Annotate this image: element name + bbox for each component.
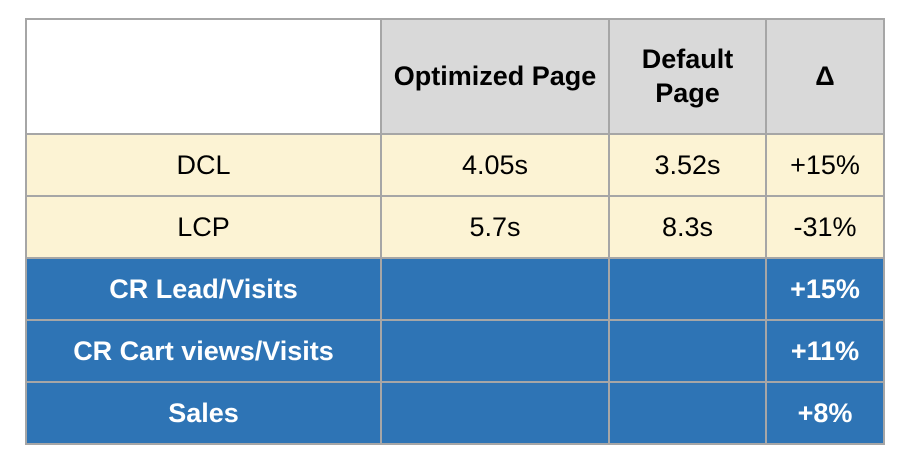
table-row-lcp: LCP 5.7s 8.3s -31% — [25, 195, 885, 259]
lcp-label-cell: LCP — [25, 195, 382, 259]
dcl-delta-value: +15% — [765, 133, 885, 197]
sales-optimized-value — [380, 381, 610, 445]
lcp-delta-value: -31% — [765, 195, 885, 259]
cr-cart-views-visits-label-cell: CR Cart views/Visits — [25, 319, 382, 383]
corner-cell — [25, 18, 382, 135]
col-header-optimized-page: Optimized Page — [380, 18, 610, 135]
dcl-default-value: 3.52s — [608, 133, 767, 197]
table-row-cr-cart-views-visits: CR Cart views/Visits +11% — [25, 319, 885, 383]
dcl-optimized-value: 4.05s — [380, 133, 610, 197]
header-row: Optimized Page Default Page Δ — [25, 18, 885, 135]
lcp-default-value: 8.3s — [608, 195, 767, 259]
cr-lead-visits-label-cell: CR Lead/Visits — [25, 257, 382, 321]
sales-default-value — [608, 381, 767, 445]
cr-cart-views-visits-optimized-value — [380, 319, 610, 383]
sales-label-cell: Sales — [25, 381, 382, 445]
cr-cart-views-visits-delta-value: +11% — [765, 319, 885, 383]
cr-cart-views-visits-default-value — [608, 319, 767, 383]
table-row-cr-lead-visits: CR Lead/Visits +15% — [25, 257, 885, 321]
cr-lead-visits-delta-value: +15% — [765, 257, 885, 321]
cr-lead-visits-optimized-value — [380, 257, 610, 321]
comparison-table: Optimized Page Default Page Δ DCL 4.05s … — [25, 18, 885, 445]
cr-lead-visits-default-value — [608, 257, 767, 321]
table-row-sales: Sales +8% — [25, 381, 885, 445]
table-row-dcl: DCL 4.05s 3.52s +15% — [25, 133, 885, 197]
sales-delta-value: +8% — [765, 381, 885, 445]
col-header-default-page: Default Page — [608, 18, 767, 135]
dcl-label-cell: DCL — [25, 133, 382, 197]
lcp-optimized-value: 5.7s — [380, 195, 610, 259]
col-header-delta: Δ — [765, 18, 885, 135]
